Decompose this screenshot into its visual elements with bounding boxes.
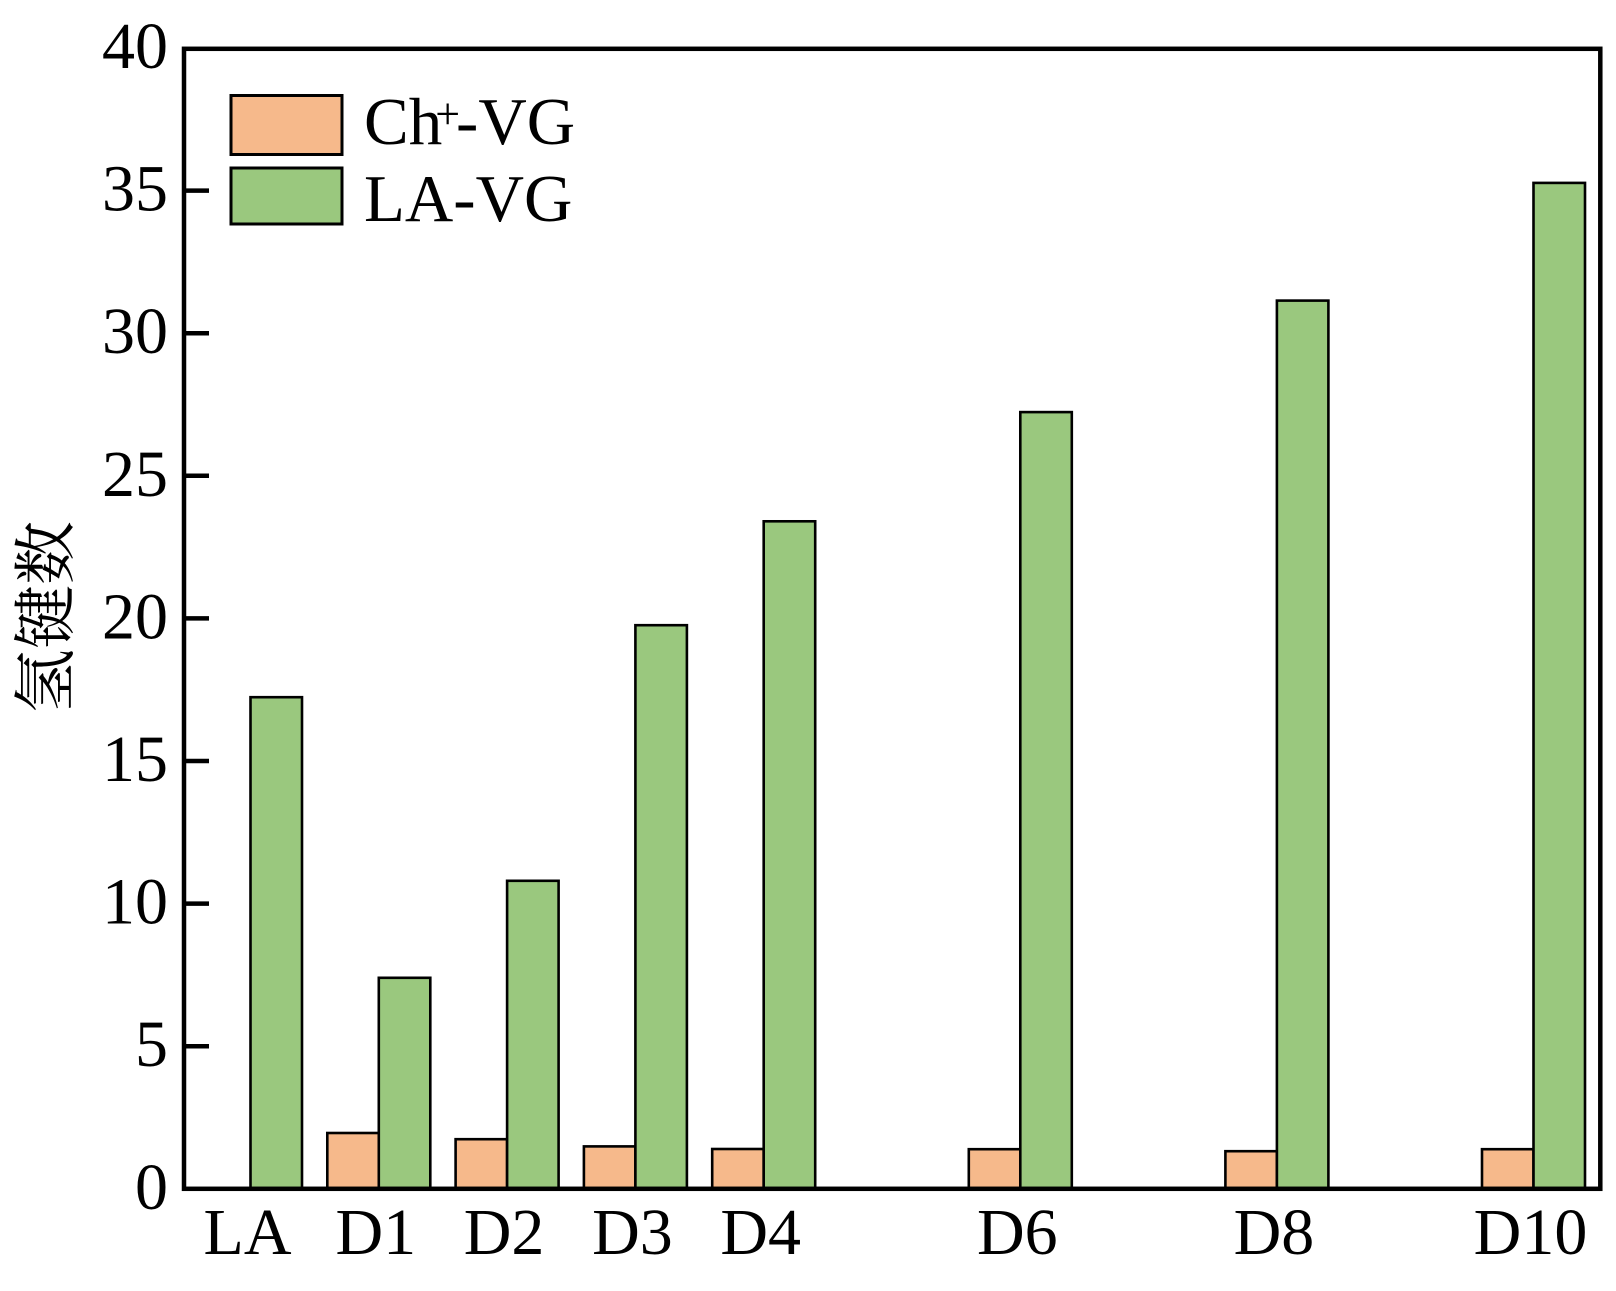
svg-text:25: 25 xyxy=(102,438,168,511)
svg-text:30: 30 xyxy=(102,295,168,368)
svg-text:15: 15 xyxy=(102,723,168,796)
svg-text:D6: D6 xyxy=(977,1196,1058,1269)
svg-text:35: 35 xyxy=(102,153,168,226)
svg-text:D3: D3 xyxy=(592,1196,673,1269)
svg-text:D2: D2 xyxy=(464,1196,545,1269)
svg-text:5: 5 xyxy=(135,1008,168,1081)
svg-text:40: 40 xyxy=(102,10,168,83)
svg-text:D10: D10 xyxy=(1474,1196,1588,1269)
svg-text:LA-VG: LA-VG xyxy=(364,162,572,236)
svg-text:Ch+-VG: Ch+-VG xyxy=(364,85,575,159)
svg-text:D8: D8 xyxy=(1234,1196,1315,1269)
svg-text:LA: LA xyxy=(204,1196,292,1269)
svg-text:20: 20 xyxy=(102,580,168,653)
svg-text:D4: D4 xyxy=(720,1196,801,1269)
svg-text:D1: D1 xyxy=(335,1196,416,1269)
svg-text:0: 0 xyxy=(135,1151,168,1224)
svg-text:10: 10 xyxy=(102,866,168,939)
